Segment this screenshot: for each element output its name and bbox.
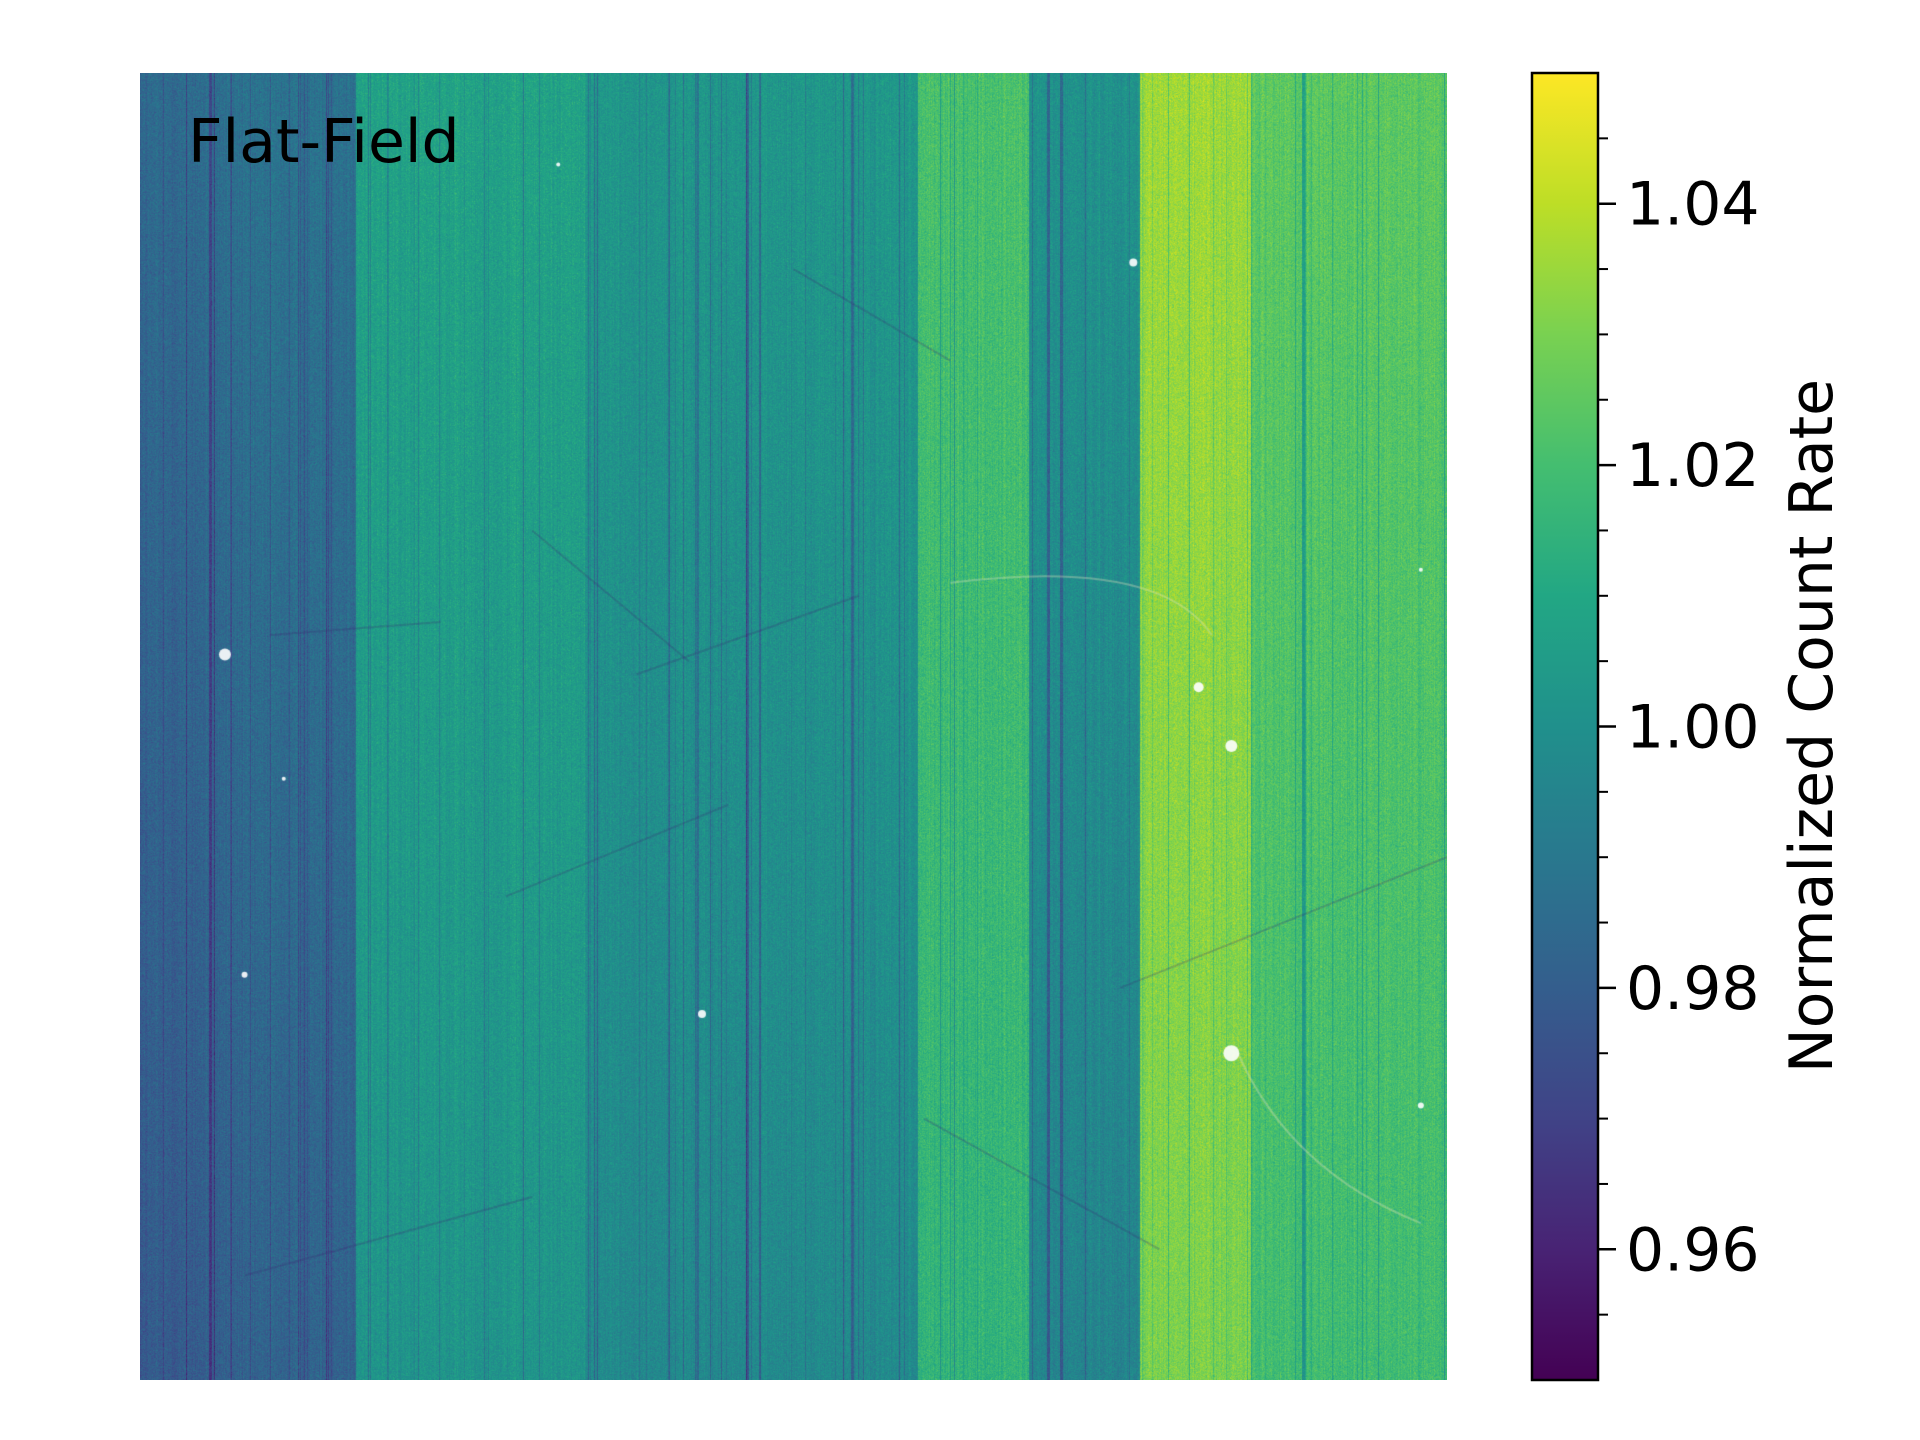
colorbar-tick-label: 0.96 [1626, 1215, 1760, 1285]
colorbar-tick-label: 0.98 [1626, 954, 1760, 1024]
colorbar-label: Normalized Count Rate [1777, 379, 1847, 1073]
colorbar-gradient [1532, 73, 1598, 1380]
colorbar-ticks: 0.96 0.98 1.00 1.02 1.04 [1598, 137, 1760, 1316]
flat-field-heatmap [140, 73, 1447, 1380]
colorbar-tick-label: 1.00 [1626, 693, 1760, 763]
panel-label: Flat-Field [188, 107, 460, 177]
colorbar-tick-label: 1.02 [1626, 431, 1760, 501]
colorbar-tick-label: 1.04 [1626, 170, 1760, 240]
